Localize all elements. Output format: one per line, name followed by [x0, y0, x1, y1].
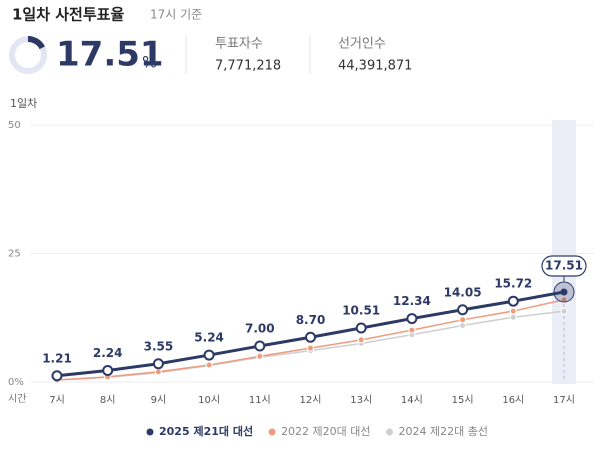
- value-label: 2.24: [93, 346, 123, 360]
- x-tick-label: 8시: [100, 394, 116, 406]
- point: [154, 368, 162, 376]
- highlight-band: [552, 120, 576, 384]
- value-label: 17.51: [545, 258, 583, 272]
- legend-label: 2025 제21대 대선: [159, 424, 253, 438]
- point: [307, 344, 314, 352]
- legend-marker: [268, 428, 276, 436]
- x-tick-label: 11시: [249, 394, 271, 406]
- point: [203, 349, 215, 361]
- point: [560, 296, 568, 304]
- x-tick-label: 14시: [401, 394, 423, 406]
- electorate: 44,391,871: [338, 59, 412, 74]
- value-label: 12.34: [393, 294, 431, 308]
- title: 1일차 사전투표율: [12, 6, 124, 24]
- point: [305, 331, 316, 343]
- y-tick-label: 25: [8, 249, 21, 260]
- point: [459, 321, 467, 329]
- x-tick-label: 15시: [452, 394, 474, 406]
- rate-unit: %: [142, 53, 157, 72]
- x-tick-label: 7시: [49, 394, 65, 406]
- point: [408, 326, 416, 334]
- point: [102, 364, 114, 376]
- rate: 17.51: [56, 35, 164, 75]
- x-tick-label: 10시: [198, 394, 220, 406]
- y-tick-label: 0%: [8, 377, 24, 388]
- legend-marker: [386, 428, 394, 436]
- y-tick-label: 50: [8, 120, 21, 131]
- subtitle: 17시 기준: [150, 8, 202, 22]
- value-label: 5.24: [194, 331, 224, 345]
- donut-arc: [27, 36, 45, 50]
- x-tick-label: 16시: [502, 394, 524, 406]
- x-tick-label: 12시: [300, 394, 322, 406]
- legend-label: 2022 제20대 대선: [281, 425, 370, 438]
- point: [457, 304, 469, 316]
- point: [355, 322, 367, 334]
- x-tick-label: 13시: [350, 394, 372, 406]
- legend-label: 2024 제22대 총선: [399, 425, 488, 438]
- point: [256, 352, 264, 360]
- legend-marker: [146, 428, 154, 436]
- x-axis-label: 시간: [8, 393, 26, 405]
- value-label: 7.00: [245, 322, 275, 336]
- value-label: 3.55: [144, 339, 174, 353]
- point: [152, 358, 164, 370]
- point: [254, 340, 266, 352]
- point: [509, 307, 517, 315]
- value-label: 10.51: [342, 303, 380, 317]
- point: [459, 316, 467, 324]
- electorate-label: 선거인수: [338, 37, 386, 52]
- point: [560, 288, 568, 296]
- voters: 7,771,218: [215, 59, 281, 74]
- value-label: 14.05: [444, 285, 482, 299]
- point: [560, 307, 568, 315]
- point: [509, 313, 517, 321]
- point: [51, 370, 63, 382]
- point: [507, 295, 519, 307]
- point: [205, 361, 213, 369]
- point: [357, 336, 365, 344]
- voters-label: 투표자수: [215, 37, 263, 52]
- value-label: 8.70: [296, 313, 326, 327]
- chart-title: 1일차: [10, 96, 37, 110]
- value-label: 15.72: [494, 277, 532, 291]
- x-tick-label: 17시: [553, 394, 575, 406]
- value-label: 1.21: [42, 351, 72, 365]
- x-tick-label: 9시: [151, 394, 167, 406]
- point: [406, 313, 418, 325]
